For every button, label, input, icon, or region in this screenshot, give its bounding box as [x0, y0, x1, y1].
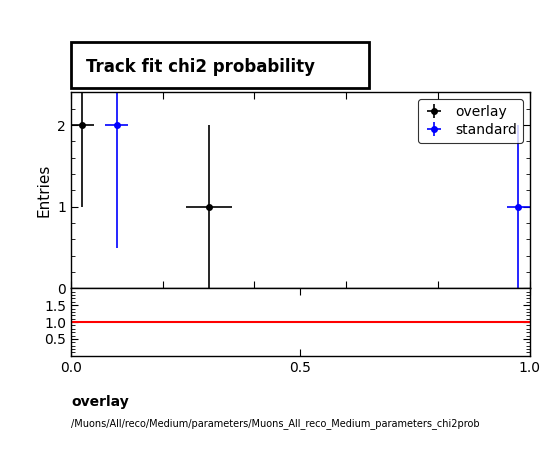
Text: overlay: overlay: [71, 395, 129, 409]
FancyBboxPatch shape: [71, 42, 369, 88]
Text: Track fit chi2 probability: Track fit chi2 probability: [86, 58, 315, 76]
Text: /Muons/All/reco/Medium/parameters/Muons_All_reco_Medium_parameters_chi2prob: /Muons/All/reco/Medium/parameters/Muons_…: [71, 418, 479, 429]
Legend: overlay, standard: overlay, standard: [418, 99, 523, 143]
Y-axis label: Entries: Entries: [37, 164, 52, 217]
